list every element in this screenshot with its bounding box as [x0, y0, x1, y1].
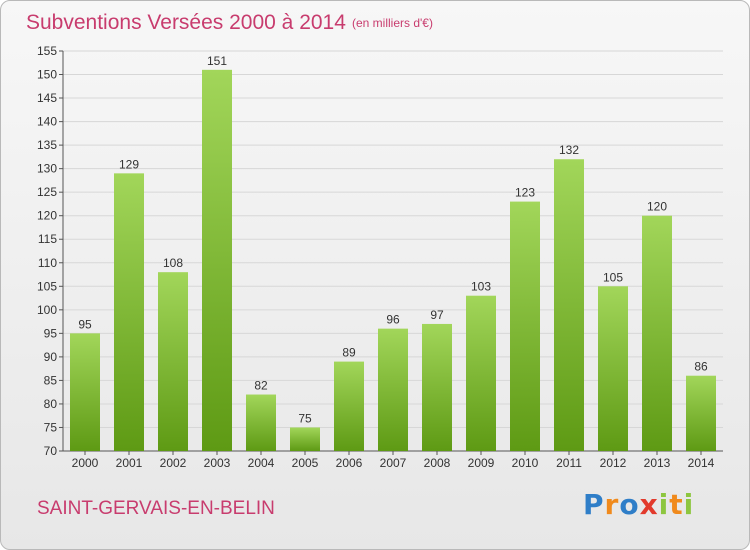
bar — [422, 323, 452, 451]
logo-letter: t — [669, 488, 684, 521]
bar-value-label: 103 — [471, 280, 491, 294]
x-tick-label: 2006 — [336, 456, 363, 470]
bar — [466, 295, 496, 451]
x-tick-label: 2000 — [72, 456, 99, 470]
bar-value-label: 89 — [342, 346, 356, 360]
y-tick-label: 150 — [37, 68, 57, 82]
y-tick-label: 95 — [44, 326, 58, 340]
bar-value-label: 75 — [298, 411, 312, 425]
bar-value-label: 123 — [515, 186, 535, 200]
bar — [70, 333, 100, 451]
bar-value-label: 132 — [559, 143, 579, 157]
y-tick-label: 145 — [37, 91, 57, 105]
x-tick-label: 2010 — [512, 456, 539, 470]
bar — [114, 173, 144, 451]
y-tick-label: 125 — [37, 185, 57, 199]
bars — [70, 69, 716, 451]
y-tick-label: 110 — [38, 256, 57, 270]
bar-value-label: 108 — [163, 256, 183, 270]
logo-letter: P — [583, 488, 605, 521]
bar-value-label: 97 — [430, 308, 444, 322]
y-tick-label: 75 — [44, 420, 58, 434]
bar-value-label: 129 — [119, 157, 139, 171]
y-tick-label: 70 — [44, 444, 58, 458]
logo-letter: x — [639, 488, 659, 521]
x-tick-label: 2007 — [380, 456, 407, 470]
bar-value-label: 95 — [78, 317, 92, 331]
x-tick-label: 2004 — [248, 456, 275, 470]
bar — [202, 69, 232, 451]
x-tick-label: 2003 — [204, 456, 231, 470]
bar-value-label: 105 — [603, 270, 623, 284]
bar — [598, 286, 628, 451]
chart-subtitle: (en milliers d'€) — [352, 16, 433, 30]
y-tick-label: 140 — [37, 115, 57, 129]
bar-value-label: 151 — [207, 54, 227, 68]
bar — [378, 328, 408, 451]
x-tick-label: 2005 — [292, 456, 319, 470]
bar-value-label: 120 — [647, 200, 667, 214]
bar — [686, 375, 716, 451]
y-tick-label: 120 — [37, 209, 57, 223]
proxiti-logo: Proxiti — [583, 488, 694, 521]
bar — [290, 427, 320, 451]
bar — [334, 361, 364, 451]
x-tick-label: 2012 — [600, 456, 627, 470]
y-tick-label: 105 — [37, 279, 57, 293]
bar-value-label: 86 — [694, 360, 708, 374]
y-tick-label: 100 — [37, 303, 57, 317]
data-labels: 95 129 108 151 82 75 89 96 97 103 123 132 105 120 86 — [78, 54, 708, 426]
y-tick-label: 115 — [38, 232, 57, 246]
logo-letter: o — [619, 488, 640, 521]
y-tick-label: 130 — [37, 162, 57, 176]
x-tick-label: 2008 — [424, 456, 451, 470]
bar — [510, 201, 540, 451]
y-tick-label: 135 — [37, 138, 57, 152]
bar — [642, 215, 672, 451]
y-tick-label: 90 — [44, 350, 58, 364]
x-tick-label: 2009 — [468, 456, 495, 470]
logo-letter: i — [683, 488, 695, 521]
bar — [554, 159, 584, 451]
logo-letter: r — [604, 488, 620, 521]
commune-name: SAINT-GERVAIS-EN-BELIN — [37, 498, 275, 519]
x-tick-label: 2002 — [160, 456, 187, 470]
x-tick-label: 2001 — [116, 456, 143, 470]
y-tick-label: 80 — [44, 397, 58, 411]
x-tick-label: 2011 — [556, 456, 582, 470]
x-tick-label: 2013 — [644, 456, 671, 470]
y-tick-label: 85 — [44, 373, 58, 387]
bar — [246, 394, 276, 451]
chart-title: Subventions Versées 2000 à 2014 — [26, 11, 346, 34]
x-tick-label: 2014 — [688, 456, 715, 470]
tick-labels: 70 75 80 85 90 95 100 105 110 115 120 125 130 135 140 1… — [37, 44, 715, 470]
bar — [158, 272, 188, 451]
y-tick-label: 155 — [37, 44, 57, 58]
bar-value-label: 96 — [386, 313, 400, 327]
logo-letter: i — [658, 488, 670, 521]
bar-value-label: 82 — [254, 379, 268, 393]
